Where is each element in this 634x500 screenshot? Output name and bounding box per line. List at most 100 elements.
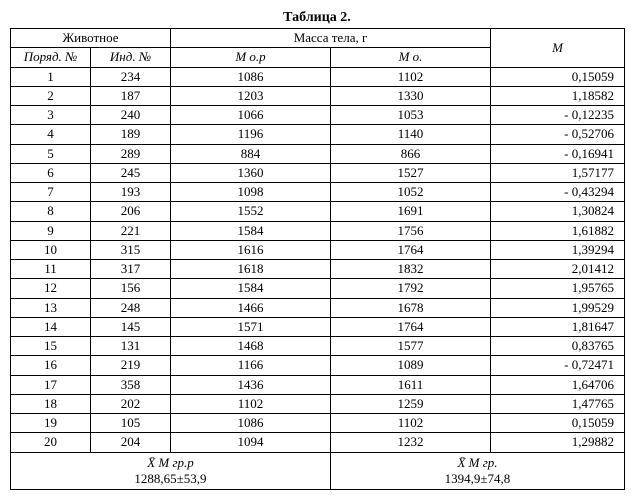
cell-mop: 884 [171, 144, 331, 163]
cell-mo: 1089 [331, 356, 491, 375]
cell-mo: 1330 [331, 86, 491, 105]
cell-m: 0,15059 [491, 67, 625, 86]
cell-ind: 189 [91, 125, 171, 144]
cell-mop: 1552 [171, 202, 331, 221]
cell-mo: 1232 [331, 433, 491, 452]
cell-ind: 187 [91, 86, 171, 105]
data-table: Животное Масса тела, г М Поряд. № Инд. №… [10, 28, 625, 490]
cell-ind: 317 [91, 260, 171, 279]
cell-ind: 193 [91, 183, 171, 202]
cell-n: 8 [11, 202, 91, 221]
cell-mo: 1577 [331, 337, 491, 356]
cell-mop: 1468 [171, 337, 331, 356]
cell-mop: 1094 [171, 433, 331, 452]
cell-mo: 1832 [331, 260, 491, 279]
table-row: 11317161818322,01412 [11, 260, 625, 279]
cell-ind: 240 [91, 106, 171, 125]
cell-mo: 1764 [331, 317, 491, 336]
table-row: 6245136015271,57177 [11, 163, 625, 182]
cell-n: 9 [11, 221, 91, 240]
cell-m: 0,15059 [491, 414, 625, 433]
summary-right-value: 1394,9±74,8 [445, 471, 511, 486]
cell-ind: 234 [91, 67, 171, 86]
cell-m: 1,61882 [491, 221, 625, 240]
table-row: 17358143616111,64706 [11, 375, 625, 394]
cell-mop: 1102 [171, 394, 331, 413]
cell-ind: 358 [91, 375, 171, 394]
cell-m: 2,01412 [491, 260, 625, 279]
cell-ind: 219 [91, 356, 171, 375]
cell-ind: 204 [91, 433, 171, 452]
table-row: 10315161617641,39294 [11, 240, 625, 259]
cell-mo: 1611 [331, 375, 491, 394]
table-row: 15131146815770,83765 [11, 337, 625, 356]
table-row: 12156158417921,95765 [11, 279, 625, 298]
cell-mop: 1360 [171, 163, 331, 182]
cell-mop: 1436 [171, 375, 331, 394]
cell-ind: 221 [91, 221, 171, 240]
cell-mo: 1259 [331, 394, 491, 413]
summary-right-label: X̄ М гр. [457, 455, 497, 470]
cell-n: 4 [11, 125, 91, 144]
cell-ind: 206 [91, 202, 171, 221]
table-row: 13248146616781,99529 [11, 298, 625, 317]
cell-mo: 1691 [331, 202, 491, 221]
cell-n: 5 [11, 144, 91, 163]
cell-m: - 0,52706 [491, 125, 625, 144]
cell-mo: 1756 [331, 221, 491, 240]
header-mo: М о. [331, 48, 491, 67]
cell-n: 6 [11, 163, 91, 182]
table-row: 9221158417561,61882 [11, 221, 625, 240]
summary-right: X̄ М гр. 1394,9±74,8 [331, 452, 625, 490]
cell-mop: 1584 [171, 221, 331, 240]
summary-row: X̄ М гр.р 1288,65±53,9 X̄ М гр. 1394,9±7… [11, 452, 625, 490]
cell-mo: 1678 [331, 298, 491, 317]
cell-n: 14 [11, 317, 91, 336]
cell-n: 16 [11, 356, 91, 375]
cell-m: 1,57177 [491, 163, 625, 182]
cell-m: 1,81647 [491, 317, 625, 336]
cell-mo: 1102 [331, 414, 491, 433]
table-row: 418911961140- 0,52706 [11, 125, 625, 144]
cell-mop: 1466 [171, 298, 331, 317]
cell-mop: 1098 [171, 183, 331, 202]
cell-ind: 105 [91, 414, 171, 433]
cell-mo: 1140 [331, 125, 491, 144]
cell-m: 1,64706 [491, 375, 625, 394]
header-m: М [491, 29, 625, 68]
table-row: 5289884866- 0,16941 [11, 144, 625, 163]
table-row: 324010661053- 0,12235 [11, 106, 625, 125]
cell-mo: 866 [331, 144, 491, 163]
cell-m: 1,39294 [491, 240, 625, 259]
header-ind: Инд. № [91, 48, 171, 67]
cell-m: 0,83765 [491, 337, 625, 356]
cell-m: - 0,43294 [491, 183, 625, 202]
cell-m: - 0,16941 [491, 144, 625, 163]
cell-n: 17 [11, 375, 91, 394]
cell-ind: 131 [91, 337, 171, 356]
table-row: 719310981052- 0,43294 [11, 183, 625, 202]
cell-m: 1,99529 [491, 298, 625, 317]
cell-m: - 0,72471 [491, 356, 625, 375]
cell-ind: 156 [91, 279, 171, 298]
cell-n: 1 [11, 67, 91, 86]
table-row: 14145157117641,81647 [11, 317, 625, 336]
cell-ind: 245 [91, 163, 171, 182]
summary-left-value: 1288,65±53,9 [134, 471, 206, 486]
header-animal: Животное [11, 29, 171, 48]
cell-n: 10 [11, 240, 91, 259]
cell-mop: 1196 [171, 125, 331, 144]
cell-ind: 289 [91, 144, 171, 163]
cell-m: 1,95765 [491, 279, 625, 298]
cell-mop: 1571 [171, 317, 331, 336]
cell-ind: 315 [91, 240, 171, 259]
cell-mo: 1792 [331, 279, 491, 298]
cell-m: - 0,12235 [491, 106, 625, 125]
summary-left-label: X̄ М гр.р [147, 455, 194, 470]
table-row: 8206155216911,30824 [11, 202, 625, 221]
cell-ind: 248 [91, 298, 171, 317]
cell-m: 1,29882 [491, 433, 625, 452]
cell-mo: 1764 [331, 240, 491, 259]
header-mop: М о.р [171, 48, 331, 67]
cell-n: 13 [11, 298, 91, 317]
